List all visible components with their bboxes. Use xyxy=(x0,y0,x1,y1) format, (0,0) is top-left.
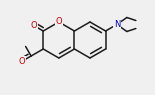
Text: O: O xyxy=(18,57,25,66)
Text: O: O xyxy=(30,21,37,30)
Text: N: N xyxy=(114,20,120,29)
Text: O: O xyxy=(55,17,62,27)
